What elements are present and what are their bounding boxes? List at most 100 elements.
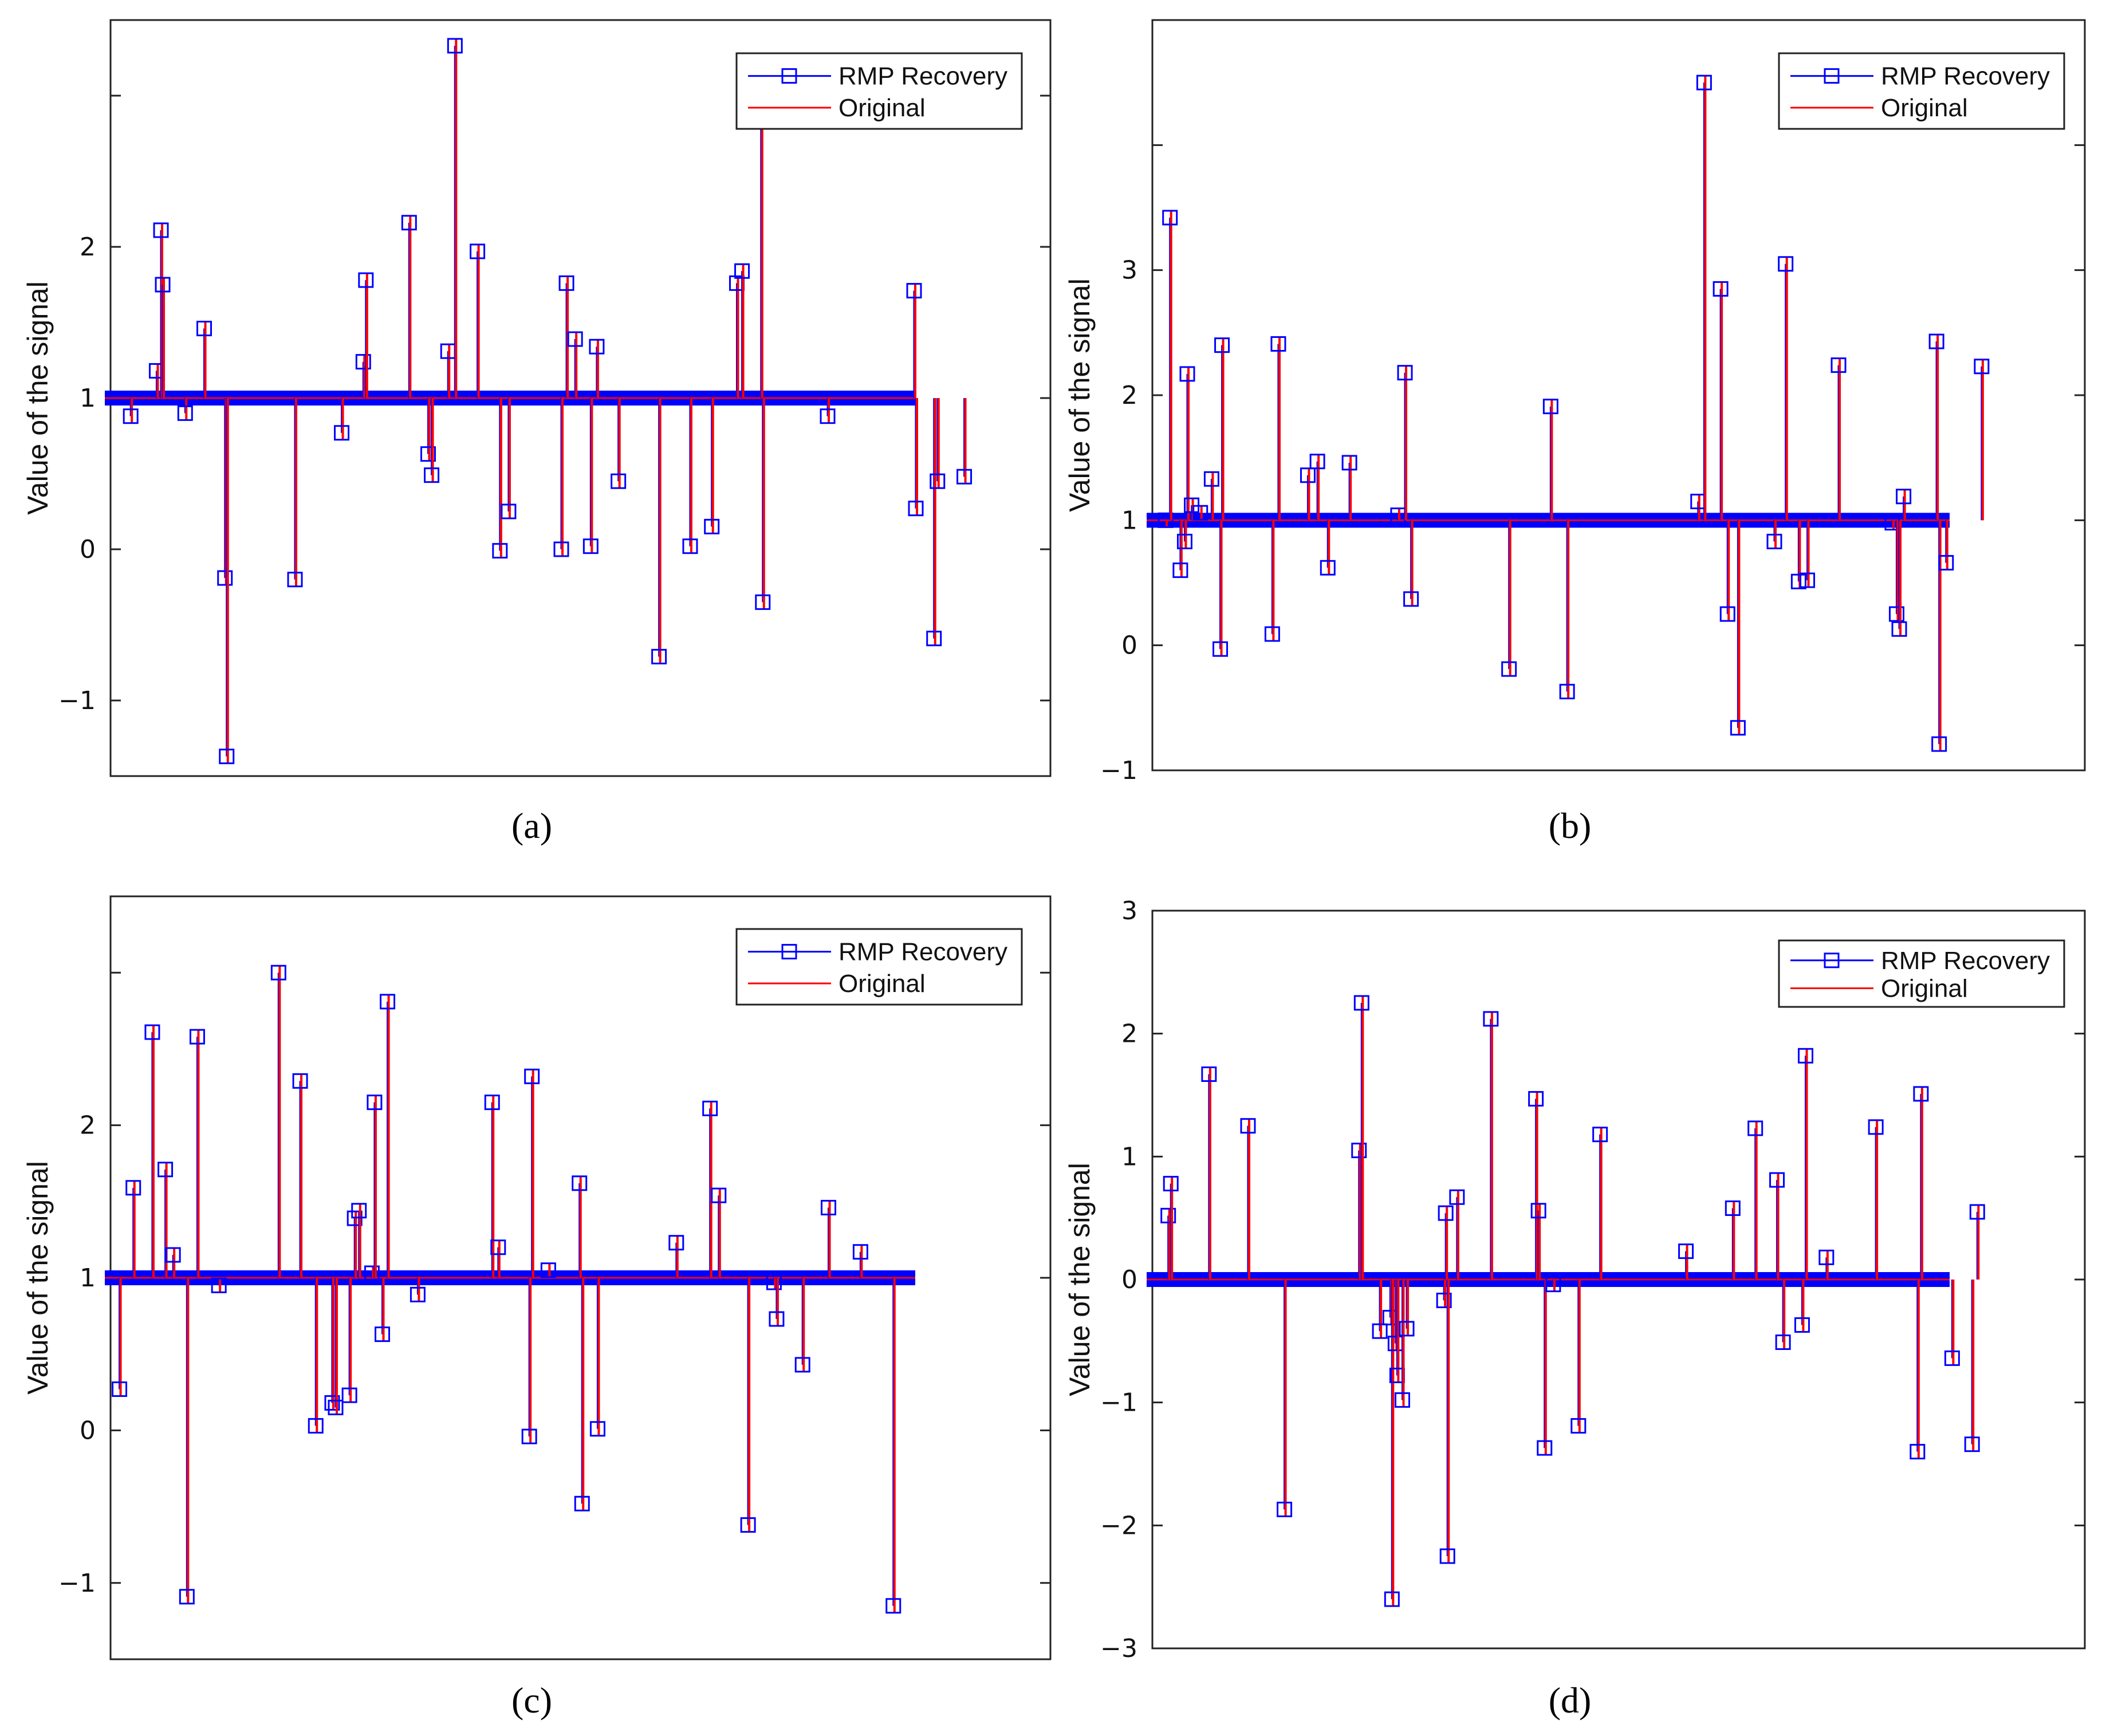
recovery-marker (1888, 606, 1904, 622)
recovery-marker (1372, 1323, 1388, 1339)
ytick-label: 2 (1121, 381, 1137, 410)
legend-recovery-marker (781, 944, 797, 960)
recovery-marker (1696, 74, 1712, 90)
recovery-marker (1938, 555, 1954, 571)
recovery-marker (380, 994, 396, 1010)
recovery-marker (1163, 1176, 1179, 1192)
recovery-marker (1309, 454, 1325, 470)
recovery-marker (1570, 1418, 1587, 1434)
recovery-marker (740, 1517, 756, 1533)
legend-box (735, 928, 1023, 1006)
y-axis-label: Value of the signal (1064, 278, 1096, 512)
ytick-label: −1 (1100, 1388, 1137, 1418)
recovery-marker (711, 1187, 727, 1203)
recovery-marker (177, 405, 193, 421)
recovery-marker (1766, 533, 1782, 549)
recovery-marker (470, 243, 486, 259)
y-axis-label: Value of the signal (22, 281, 54, 515)
recovery-marker (424, 467, 440, 483)
legend-original-label: Original (839, 94, 926, 122)
legend-recovery-label: RMP Recovery (839, 938, 1007, 966)
recovery-marker (420, 446, 436, 462)
recovery-marker (158, 1162, 174, 1178)
recovery-marker (1528, 1091, 1544, 1107)
recovery-marker (1559, 683, 1575, 699)
recovery-marker (1300, 467, 1316, 483)
recovery-marker (484, 1095, 500, 1111)
panel-caption: (a) (511, 805, 552, 846)
recovery-marker (852, 1244, 868, 1260)
recovery-marker (125, 1180, 141, 1196)
legend-recovery-marker (1824, 68, 1840, 84)
recovery-marker (334, 425, 350, 441)
ytick-label: 3 (1121, 256, 1137, 285)
legend: RMP Recovery Original (735, 52, 1023, 130)
recovery-marker (702, 1100, 718, 1116)
ytick-label: 2 (80, 1111, 96, 1140)
recovery-marker (1201, 1066, 1217, 1082)
recovery-marker (704, 518, 720, 534)
ytick-label: −1 (1100, 756, 1137, 785)
legend-box (1778, 52, 2065, 130)
ytick-label: −1 (58, 686, 96, 715)
recovery-marker (1439, 1548, 1455, 1564)
recovery-marker (956, 469, 973, 485)
legend-recovery-marker (781, 68, 797, 84)
recovery-marker (1351, 1143, 1367, 1159)
recovery-marker (217, 570, 233, 586)
recovery-marker (447, 38, 463, 54)
legend-recovery-marker (1824, 952, 1840, 969)
legend-box (735, 52, 1023, 130)
recovery-marker (351, 1203, 367, 1219)
recovery-marker (211, 1277, 227, 1293)
recovery-marker (1592, 1127, 1608, 1143)
recovery-marker (179, 1589, 195, 1605)
recovery-marker (540, 1262, 556, 1278)
recovery-marker (1542, 399, 1558, 415)
recovery-marker (582, 538, 599, 554)
recovery-marker (1160, 1207, 1176, 1223)
recovery-marker (1713, 281, 1729, 297)
ytick-label: 3 (1121, 896, 1137, 926)
recovery-marker (1775, 1334, 1791, 1350)
recovery-marker (1397, 365, 1413, 381)
recovery-marker (1790, 573, 1806, 589)
legend-box (1778, 939, 2065, 1008)
recovery-marker (358, 272, 374, 288)
recovery-marker (1928, 333, 1944, 349)
recovery-marker (734, 263, 750, 279)
ytick-label: 1 (1121, 1142, 1137, 1171)
recovery-marker (292, 1073, 308, 1089)
recovery-marker (364, 1265, 380, 1281)
recovery-marker (589, 338, 605, 355)
ytick-label: 0 (80, 1416, 96, 1445)
recovery-marker (1176, 533, 1192, 549)
recovery-marker (574, 1495, 590, 1511)
recovery-marker (651, 648, 667, 664)
ytick-label: 1 (80, 384, 96, 413)
legend-recovery-label: RMP Recovery (1881, 62, 2050, 90)
recovery-marker (1158, 512, 1174, 528)
ytick-label: 0 (1121, 1265, 1137, 1294)
recovery-marker (1964, 1436, 1980, 1452)
recovery-marker (367, 1095, 383, 1111)
recovery-marker (1214, 337, 1230, 353)
panel-caption: (d) (1549, 1680, 1592, 1721)
recovery-marker (908, 501, 924, 517)
recovery-marker (1747, 1120, 1763, 1136)
recovery-marker (1530, 1203, 1546, 1219)
recovery-marker (885, 1598, 902, 1614)
recovery-marker (668, 1235, 684, 1251)
recovery-marker (521, 1428, 537, 1444)
recovery-marker (308, 1418, 324, 1434)
y-axis-label: Value of the signal (1064, 1163, 1096, 1396)
legend-original-label: Original (1881, 975, 1968, 1003)
ytick-label: 2 (80, 233, 96, 262)
ytick-label: 1 (80, 1263, 96, 1293)
recovery-marker (1384, 1591, 1400, 1607)
recovery-marker (492, 543, 508, 559)
recovery-marker (1192, 505, 1208, 521)
recovery-marker (196, 321, 212, 337)
recovery-marker (1436, 1292, 1452, 1308)
recovery-marker (112, 1381, 128, 1397)
